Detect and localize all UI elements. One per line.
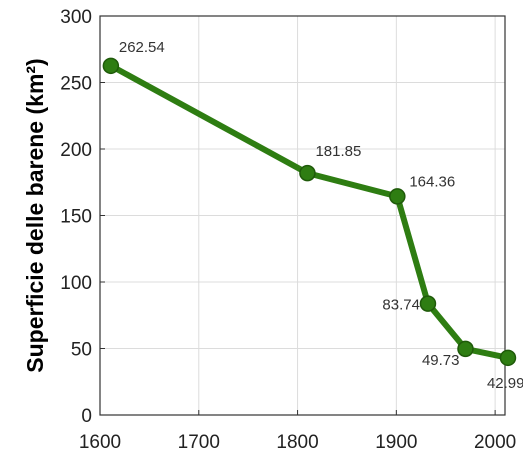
x-tick-label: 2000 [474, 432, 516, 453]
data-point [457, 340, 474, 358]
plot-frame [99, 15, 506, 416]
data-label: 181.85 [315, 143, 361, 160]
data-labels: 262.54 181.85 164.36 83.74 49.73 42.99 [119, 39, 523, 392]
data-label: 83.74 [382, 297, 420, 314]
x-tick-labels: 1600 1700 1800 1900 2000 [79, 432, 516, 453]
data-point [102, 57, 120, 75]
data-points [102, 57, 517, 367]
y-axis-label: Superficie delle barene (km²) [22, 58, 48, 372]
data-label: 164.36 [409, 173, 455, 190]
y-tick-label: 50 [71, 340, 92, 361]
data-point [299, 164, 316, 182]
series-line [107, 62, 511, 361]
y-tick-label: 100 [60, 273, 92, 294]
y-tick-labels: 0 50 100 150 200 250 300 [60, 7, 92, 427]
y-tick-label: 200 [60, 140, 92, 161]
data-point [499, 349, 517, 367]
data-label: 49.73 [422, 352, 460, 369]
y-tick-label: 300 [60, 7, 92, 28]
data-label: 262.54 [119, 39, 165, 56]
data-point [389, 188, 406, 205]
x-tick-label: 1600 [79, 432, 121, 453]
data-label: 42.99 [487, 375, 523, 392]
data-point [419, 295, 437, 312]
x-tick-label: 1700 [178, 432, 220, 453]
y-tick-label: 150 [60, 207, 92, 228]
y-tick-label: 250 [60, 74, 92, 95]
y-tick-label: 0 [81, 406, 92, 427]
x-tick-label: 1800 [276, 432, 318, 453]
x-tick-label: 1900 [375, 432, 417, 453]
